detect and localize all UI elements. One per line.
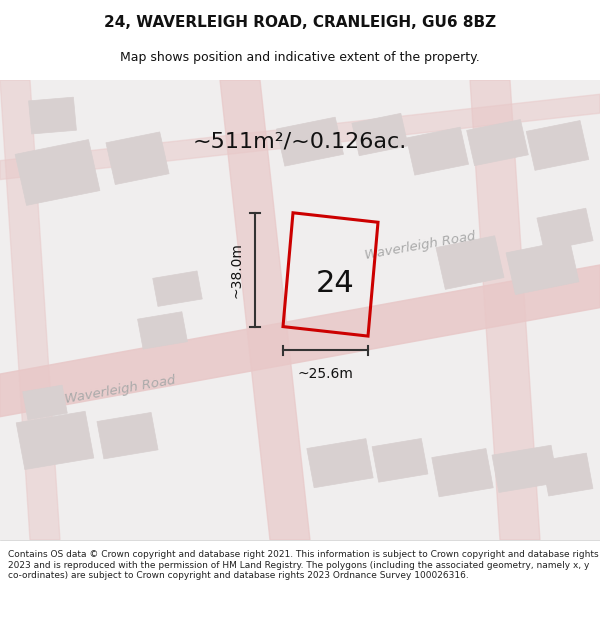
Polygon shape <box>0 80 60 540</box>
Polygon shape <box>23 385 67 420</box>
Polygon shape <box>436 236 504 289</box>
Polygon shape <box>542 453 593 496</box>
Polygon shape <box>406 127 469 175</box>
Text: ~511m²/~0.126ac.: ~511m²/~0.126ac. <box>193 132 407 152</box>
Polygon shape <box>372 439 428 483</box>
Polygon shape <box>15 139 100 206</box>
Text: 24, WAVERLEIGH ROAD, CRANLEIGH, GU6 8BZ: 24, WAVERLEIGH ROAD, CRANLEIGH, GU6 8BZ <box>104 15 496 30</box>
Polygon shape <box>307 439 373 488</box>
Text: Waverleigh Road: Waverleigh Road <box>364 230 476 262</box>
Text: Map shows position and indicative extent of the property.: Map shows position and indicative extent… <box>120 51 480 64</box>
Text: ~25.6m: ~25.6m <box>298 368 353 381</box>
Polygon shape <box>29 97 76 134</box>
Text: Contains OS data © Crown copyright and database right 2021. This information is : Contains OS data © Crown copyright and d… <box>8 550 598 580</box>
Text: ~38.0m: ~38.0m <box>229 242 243 298</box>
Polygon shape <box>492 445 558 493</box>
Polygon shape <box>220 80 310 540</box>
Polygon shape <box>467 119 529 166</box>
Polygon shape <box>106 132 169 184</box>
Polygon shape <box>470 80 540 540</box>
Polygon shape <box>432 449 493 497</box>
Polygon shape <box>352 113 408 156</box>
Polygon shape <box>537 208 593 251</box>
Polygon shape <box>277 117 344 166</box>
Polygon shape <box>16 411 94 469</box>
Polygon shape <box>0 265 600 417</box>
Polygon shape <box>153 271 202 306</box>
Text: Waverleigh Road: Waverleigh Road <box>64 374 176 406</box>
Polygon shape <box>526 121 589 171</box>
Polygon shape <box>97 412 158 459</box>
Polygon shape <box>0 94 600 179</box>
Polygon shape <box>506 240 579 294</box>
Text: 24: 24 <box>316 269 355 298</box>
Polygon shape <box>137 312 187 349</box>
